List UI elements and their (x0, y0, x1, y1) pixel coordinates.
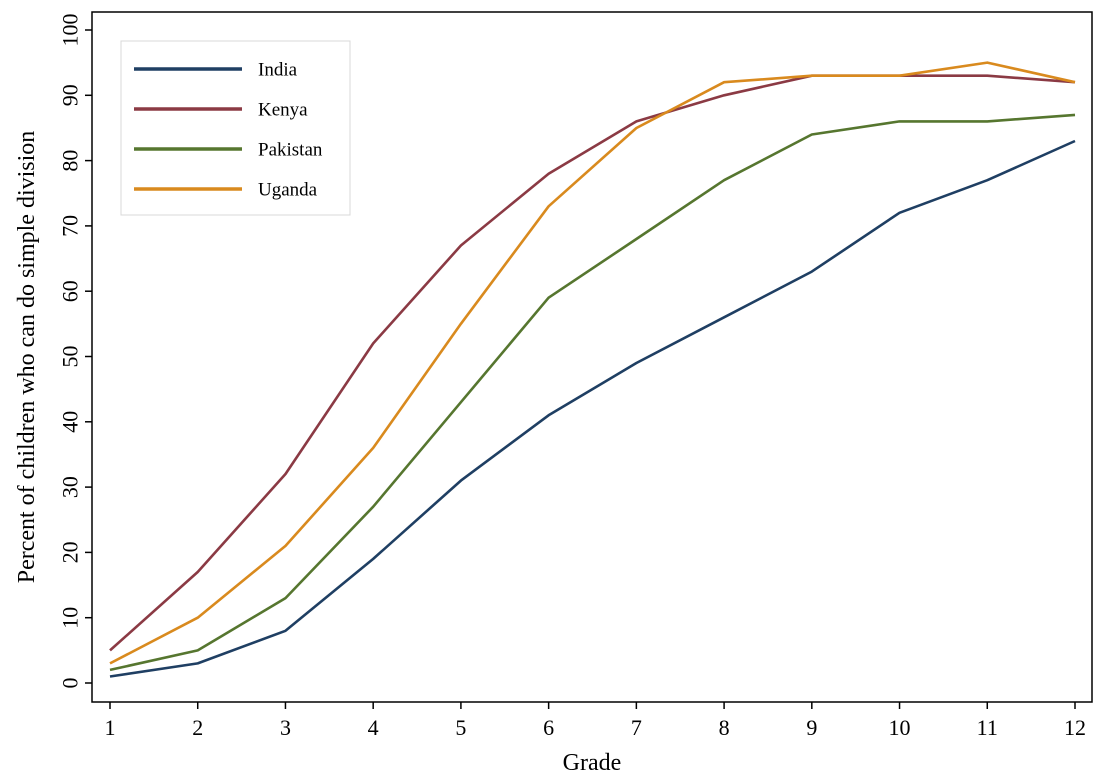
x-tick-label: 7 (631, 715, 642, 740)
x-tick-label: 12 (1064, 715, 1086, 740)
x-tick-label: 10 (889, 715, 911, 740)
y-tick-label: 80 (58, 150, 83, 172)
y-tick-label: 30 (58, 476, 83, 498)
y-axis-title: Percent of children who can do simple di… (14, 131, 40, 584)
x-tick-label: 2 (192, 715, 203, 740)
legend-label-uganda: Uganda (258, 180, 318, 201)
x-tick-label: 6 (543, 715, 554, 740)
x-tick-label: 11 (977, 715, 998, 740)
y-tick-label: 60 (58, 280, 83, 302)
y-tick-label: 50 (58, 346, 83, 368)
x-axis: 1 2 3 4 5 6 7 8 9 10 11 12 (105, 702, 1086, 740)
y-tick-label: 10 (58, 607, 83, 629)
x-axis-title: Grade (563, 750, 622, 776)
series-lines (109, 61, 1076, 678)
series-line-uganda (109, 61, 1076, 665)
y-tick-label: 90 (58, 84, 83, 106)
x-tick-label: 5 (455, 715, 466, 740)
y-tick-label: 70 (58, 215, 83, 237)
y-tick-label: 0 (58, 678, 83, 689)
legend: India Kenya Pakistan Uganda (120, 40, 351, 216)
series-line-india (109, 139, 1076, 678)
legend-label-india: India (258, 60, 298, 81)
y-axis: 0 10 20 30 40 50 60 70 80 90 100 (58, 14, 92, 689)
y-tick-label: 40 (58, 411, 83, 433)
series-line-kenya (109, 74, 1076, 652)
x-tick-label: 3 (280, 715, 291, 740)
x-tick-label: 4 (368, 715, 379, 740)
series-line-pakistan (109, 113, 1076, 672)
legend-label-pakistan: Pakistan (258, 140, 323, 161)
x-tick-label: 8 (719, 715, 730, 740)
x-tick-label: 9 (806, 715, 817, 740)
x-tick-label: 1 (105, 715, 116, 740)
y-tick-label: 20 (58, 541, 83, 563)
y-tick-label: 100 (58, 14, 83, 47)
legend-label-kenya: Kenya (258, 100, 308, 121)
